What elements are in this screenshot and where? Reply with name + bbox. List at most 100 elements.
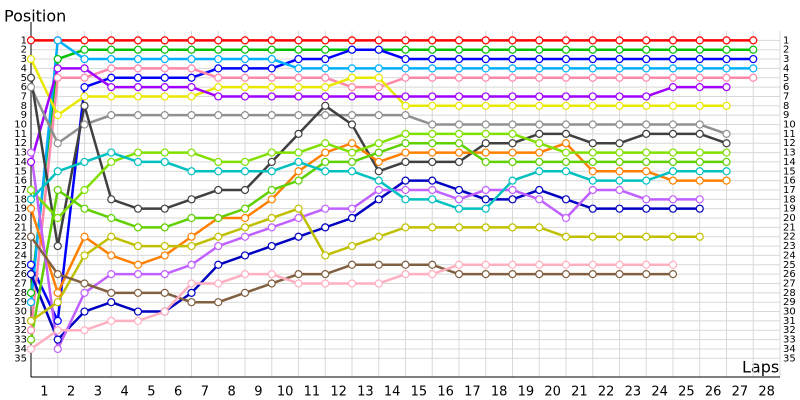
- lap-point: [642, 157, 651, 167]
- lap-point: [588, 204, 597, 213]
- x-tick-label: 26: [705, 385, 722, 400]
- lap-point: [561, 54, 571, 64]
- lap-point: [668, 195, 678, 204]
- lap-point: [133, 73, 143, 82]
- lap-point: [53, 185, 62, 195]
- lap-point: [401, 195, 410, 204]
- series-line: [29, 48, 754, 326]
- lap-point: [508, 92, 517, 101]
- lap-point: [481, 139, 490, 148]
- lap-point: [374, 157, 383, 167]
- lap-point: [561, 157, 571, 167]
- y-tick-label: 8: [21, 101, 27, 112]
- lap-point: [374, 260, 383, 269]
- lap-point: [428, 54, 437, 64]
- lap-point: [53, 270, 62, 279]
- lap-point: [347, 45, 357, 54]
- lap-point: [53, 298, 62, 307]
- lap-point: [535, 101, 544, 110]
- lap-point: [481, 92, 490, 101]
- x-tick-label: 2: [67, 385, 75, 400]
- lap-point: [481, 101, 490, 110]
- lap-point: [187, 73, 196, 82]
- lap-point: [428, 176, 437, 185]
- y-tick-label-right: 32: [783, 325, 796, 336]
- lap-point: [187, 288, 196, 297]
- lap-point: [668, 260, 678, 269]
- lap-point: [615, 176, 624, 185]
- lap-point: [133, 288, 143, 297]
- lap-point: [722, 73, 731, 82]
- lap-point: [508, 54, 517, 64]
- lap-point: [535, 223, 544, 232]
- lap-point: [267, 73, 276, 82]
- lap-point: [214, 241, 223, 251]
- lap-point: [133, 64, 143, 73]
- y-tick-label: 4: [21, 63, 27, 74]
- lap-point: [133, 157, 143, 167]
- lap-point: [321, 64, 330, 73]
- lap-point: [240, 111, 250, 120]
- lap-point: [508, 260, 517, 269]
- lap-point: [428, 185, 437, 195]
- lap-point: [428, 120, 437, 129]
- lap-point: [749, 54, 758, 64]
- lap-point: [187, 64, 196, 73]
- lap-point: [561, 64, 571, 73]
- lap-point: [26, 232, 36, 241]
- y-tick-label-right: 24: [783, 250, 796, 261]
- y-tick-label: 25: [14, 260, 27, 271]
- lap-point: [321, 204, 330, 213]
- lap-point: [508, 148, 517, 157]
- y-tick-label-right: 16: [783, 176, 796, 187]
- y-tick-label-right: 4: [783, 63, 789, 74]
- lap-point: [401, 260, 410, 269]
- lap-point: [80, 279, 89, 288]
- y-tick-label-right: 29: [783, 297, 796, 308]
- lap-point: [481, 64, 490, 73]
- lap-point: [214, 64, 223, 73]
- lap-point: [668, 204, 678, 213]
- lap-point: [80, 204, 89, 213]
- lap-point: [26, 148, 36, 157]
- lap-point: [428, 270, 437, 279]
- lap-point: [214, 298, 223, 307]
- lap-point: [107, 157, 116, 167]
- lap-point: [321, 223, 330, 232]
- lap-point: [107, 148, 116, 157]
- lap-point: [294, 111, 303, 120]
- lap-point: [588, 148, 597, 157]
- lap-point: [401, 64, 410, 73]
- lap-point: [481, 260, 490, 269]
- lap-point: [535, 167, 544, 176]
- lap-point: [133, 316, 143, 325]
- lap-point: [187, 92, 196, 101]
- lap-point: [80, 120, 89, 129]
- lap-point: [722, 36, 731, 45]
- y-tick-label: 5: [21, 73, 27, 84]
- lap-point: [80, 54, 89, 64]
- lap-point: [294, 83, 303, 92]
- lap-point: [294, 204, 303, 213]
- lap-point: [695, 232, 704, 241]
- lap-point: [240, 54, 250, 64]
- lap-point: [561, 195, 571, 204]
- lap-point: [401, 185, 410, 195]
- lap-point: [454, 54, 464, 64]
- lap-point: [615, 36, 624, 45]
- lap-point: [561, 120, 571, 129]
- lap-point: [347, 213, 357, 223]
- x-tick-label: 20: [544, 385, 561, 400]
- lap-point: [695, 64, 704, 73]
- lap-point: [133, 223, 143, 232]
- lap-point: [535, 120, 544, 129]
- lap-point: [321, 92, 330, 101]
- lap-point: [508, 195, 517, 204]
- lap-point: [454, 223, 464, 232]
- lap-point: [347, 92, 357, 101]
- y-tick-label: 13: [14, 148, 27, 159]
- lap-point: [642, 92, 651, 101]
- lap-point: [508, 45, 517, 54]
- lap-point: [401, 54, 410, 64]
- lap-point: [374, 167, 383, 176]
